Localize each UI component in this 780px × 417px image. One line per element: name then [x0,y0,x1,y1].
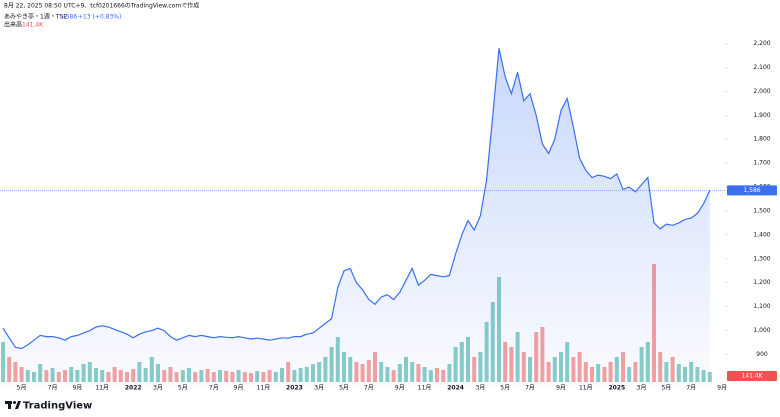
y-tick-label: 1,700 [753,160,770,167]
x-tick-label: 9月 [556,385,566,392]
created-note: 8月 22, 2025 08:50 UTC+9、tcf0201666のTradi… [4,2,199,10]
volume-title: 出来高 [4,21,22,29]
x-tick-label: 9月 [72,385,82,392]
logo-icon [8,401,11,409]
y-tick-label: 1,200 [753,279,770,286]
y-tick-label: 1,300 [753,255,770,262]
last-price-label: 1,586 [743,187,760,194]
x-tick-label: 5月 [661,385,671,392]
y-tick-label: 1,500 [753,207,770,214]
x-tick-label: 2023 [286,385,303,392]
price-line [2,48,711,350]
x-tick-label: 5月 [339,385,349,392]
y-tick-label: 2,200 [753,40,770,47]
x-tick-label: 7月 [364,385,374,392]
x-tick-label: 9月 [395,385,405,392]
x-tick-label: 9月 [717,385,727,392]
x-tick-label: 3月 [637,385,647,392]
x-tick-label: 11月 [95,385,109,392]
y-tick-label: 900 [756,351,768,358]
volume-last: 141.4K [22,22,44,29]
y-tick-label: 1,800 [753,136,770,143]
x-tick-label: 11月 [579,385,593,392]
y-tick-label: 1,900 [753,112,770,119]
logo-text: TradingView [23,401,92,412]
logo: TradingView [5,401,92,412]
y-tick-label: 1,000 [753,327,770,334]
y-tick-label: 1,100 [753,303,770,310]
x-tick-label: 7月 [209,385,219,392]
x-tick-label: 11月 [418,385,432,392]
x-tick-label: 5月 [178,385,188,392]
y-tick-label: 2,100 [753,64,770,71]
volume-label-box [727,371,777,381]
x-tick-label: 7月 [686,385,696,392]
x-tick-label: 11月 [257,385,271,392]
x-tick-label: 3月 [314,385,324,392]
x-tick-label: 2025 [608,385,625,392]
y-tick-label: 1,400 [753,231,770,238]
x-tick-label: 3月 [475,385,485,392]
x-tick-label: 7月 [48,385,58,392]
x-tick-label: 9月 [234,385,244,392]
x-tick-label: 3月 [153,385,163,392]
last-price-box [727,185,777,196]
logo-icon [15,401,21,409]
symbol-title: あみやき亭・1週・TSE [4,13,67,21]
x-tick-label: 2024 [447,385,464,392]
x-tick-label: 5月 [500,385,510,392]
last-price: 1,586 [60,14,77,21]
x-tick-label: 2022 [125,385,142,392]
x-tick-label: 5月 [17,385,27,392]
x-tick-label: 7月 [525,385,535,392]
y-tick-label: 2,000 [753,88,770,95]
price-area [3,48,710,389]
logo-icon [13,401,16,404]
volume-axis-label: 141.4K [741,373,763,380]
plot-area: 8009001,0001,1001,2001,3001,4001,5001,60… [0,40,777,392]
price-change: +13 (+0.83%) [78,14,121,21]
